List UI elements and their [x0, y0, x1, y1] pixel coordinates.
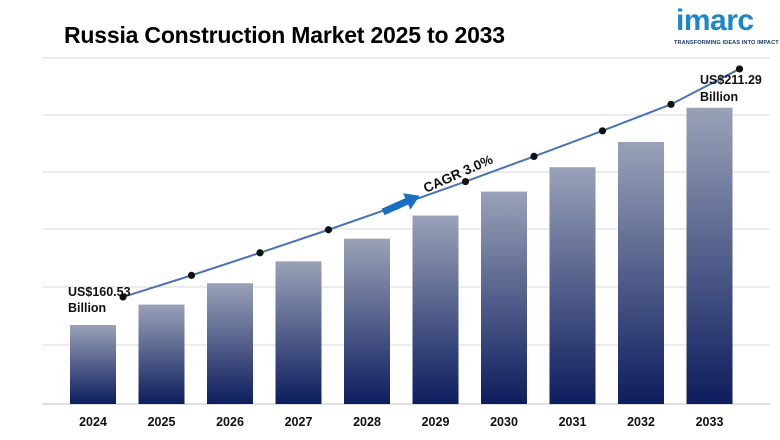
- bar-2026: [207, 283, 253, 404]
- x-tick-label: 2027: [285, 415, 313, 429]
- bar-2028: [344, 238, 390, 404]
- x-tick-label: 2028: [353, 415, 381, 429]
- trend-point-2025: [187, 271, 196, 279]
- trend-point-2030: [530, 152, 538, 160]
- cagr-arrow: [381, 193, 420, 216]
- bar-2029: [412, 215, 459, 404]
- trend-point-2031: [598, 127, 607, 135]
- x-tick-label: 2029: [422, 415, 450, 429]
- trend-point-2029: [461, 177, 470, 186]
- bar-2027: [275, 261, 322, 404]
- chart-title: Russia Construction Market 2025 to 2033: [64, 22, 505, 48]
- bar-2031: [549, 167, 596, 404]
- x-tick-label: 2025: [148, 415, 176, 429]
- bars: [70, 107, 733, 405]
- bar-2025: [138, 304, 185, 404]
- bar-2030: [481, 191, 527, 404]
- trend-point-2032: [667, 100, 675, 108]
- x-tick-label: 2032: [627, 415, 655, 429]
- x-axis-ticks: 2024 2025 2026 2027 2028 2029 2030 2031 2032 2033: [79, 415, 723, 429]
- bar-2032: [618, 141, 664, 404]
- bar-2024: [70, 325, 116, 404]
- imarc-logo: imarc TRANSFORMING IDEAS INTO IMPACT: [672, 4, 779, 50]
- logo-tagline: TRANSFORMING IDEAS INTO IMPACT: [674, 40, 779, 46]
- x-tick-label: 2026: [216, 415, 244, 429]
- trend-polyline: [122, 68, 740, 298]
- x-tick-label: 2024: [79, 415, 107, 429]
- trend-point-2026: [256, 249, 264, 257]
- x-tick-label: 2030: [490, 415, 518, 429]
- trend-point-2027: [324, 226, 333, 234]
- x-tick-label: 2033: [696, 415, 724, 429]
- bar-2033: [686, 107, 733, 405]
- start-unit-label: Billion: [68, 301, 106, 315]
- start-value-label: US$160.53: [68, 285, 131, 299]
- trend-point-2024: [119, 293, 127, 301]
- logo-wordmark: imarc: [676, 4, 754, 37]
- end-unit-label: Billion: [700, 90, 738, 104]
- trend-point-2033: [735, 65, 744, 73]
- end-value-label: US$211.29: [700, 73, 762, 87]
- x-tick-label: 2031: [559, 415, 587, 429]
